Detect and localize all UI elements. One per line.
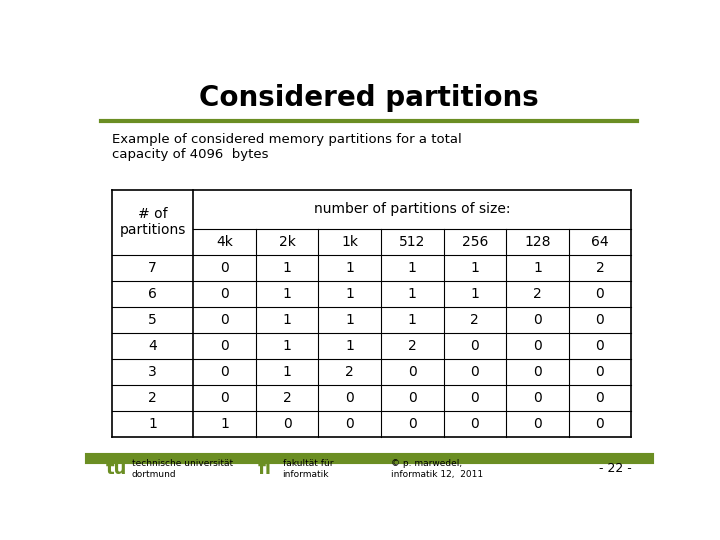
Text: 1: 1 (345, 261, 354, 275)
Text: 1: 1 (470, 287, 480, 301)
Text: 0: 0 (346, 391, 354, 405)
Text: 4: 4 (148, 339, 157, 353)
Text: 1: 1 (345, 313, 354, 327)
Text: 0: 0 (220, 261, 229, 275)
Text: 3: 3 (148, 365, 157, 379)
Text: 128: 128 (524, 235, 551, 249)
Text: 0: 0 (595, 417, 604, 431)
Text: 0: 0 (533, 339, 541, 353)
Text: 0: 0 (470, 417, 480, 431)
Text: # of
partitions: # of partitions (120, 207, 186, 238)
Text: 2k: 2k (279, 235, 295, 249)
Text: 0: 0 (283, 417, 292, 431)
Text: 2: 2 (283, 391, 292, 405)
Text: 2: 2 (148, 391, 157, 405)
Text: Example of considered memory partitions for a total
capacity of 4096  bytes: Example of considered memory partitions … (112, 133, 462, 161)
Text: 0: 0 (533, 365, 541, 379)
Text: 1k: 1k (341, 235, 358, 249)
Text: 1: 1 (408, 313, 417, 327)
Text: 2: 2 (346, 365, 354, 379)
Text: 0: 0 (533, 313, 541, 327)
Text: 0: 0 (408, 417, 417, 431)
Text: 0: 0 (595, 339, 604, 353)
Text: 1: 1 (220, 417, 229, 431)
Text: 0: 0 (533, 417, 541, 431)
Text: fi: fi (258, 460, 271, 478)
Text: fakultät für
informatik: fakultät für informatik (282, 459, 333, 478)
Text: Considered partitions: Considered partitions (199, 84, 539, 112)
Text: 0: 0 (220, 365, 229, 379)
Text: 0: 0 (470, 365, 480, 379)
Text: 1: 1 (345, 287, 354, 301)
Text: 0: 0 (346, 417, 354, 431)
Text: 7: 7 (148, 261, 157, 275)
Text: 0: 0 (595, 365, 604, 379)
Text: 1: 1 (533, 261, 542, 275)
Text: 512: 512 (399, 235, 426, 249)
Text: 0: 0 (595, 391, 604, 405)
Text: 1: 1 (408, 261, 417, 275)
Text: 2: 2 (595, 261, 604, 275)
Text: 1: 1 (345, 339, 354, 353)
Text: 1: 1 (283, 339, 292, 353)
Text: 6: 6 (148, 287, 157, 301)
Text: 0: 0 (408, 365, 417, 379)
Text: - 22 -: - 22 - (598, 462, 631, 475)
Text: 0: 0 (220, 391, 229, 405)
Text: 1: 1 (283, 287, 292, 301)
Text: 0: 0 (595, 313, 604, 327)
Text: tu: tu (106, 460, 127, 478)
Text: 0: 0 (220, 313, 229, 327)
Text: 64: 64 (591, 235, 609, 249)
Text: 1: 1 (283, 365, 292, 379)
Text: 1: 1 (148, 417, 157, 431)
Text: 1: 1 (408, 287, 417, 301)
Text: 1: 1 (283, 313, 292, 327)
Text: 0: 0 (470, 339, 480, 353)
Text: number of partitions of size:: number of partitions of size: (314, 202, 510, 217)
Text: 0: 0 (595, 287, 604, 301)
Text: 256: 256 (462, 235, 488, 249)
Text: 0: 0 (220, 287, 229, 301)
Text: 1: 1 (283, 261, 292, 275)
Text: 0: 0 (220, 339, 229, 353)
Text: 2: 2 (408, 339, 417, 353)
Text: 0: 0 (533, 391, 541, 405)
Text: 2: 2 (533, 287, 541, 301)
Text: 4k: 4k (216, 235, 233, 249)
Text: 5: 5 (148, 313, 157, 327)
Text: 0: 0 (470, 391, 480, 405)
Text: 2: 2 (470, 313, 480, 327)
Text: 1: 1 (470, 261, 480, 275)
Text: 0: 0 (408, 391, 417, 405)
Text: © p. marwedel,
informatik 12,  2011: © p. marwedel, informatik 12, 2011 (392, 459, 483, 478)
Text: technische universität
dortmund: technische universität dortmund (132, 459, 233, 478)
